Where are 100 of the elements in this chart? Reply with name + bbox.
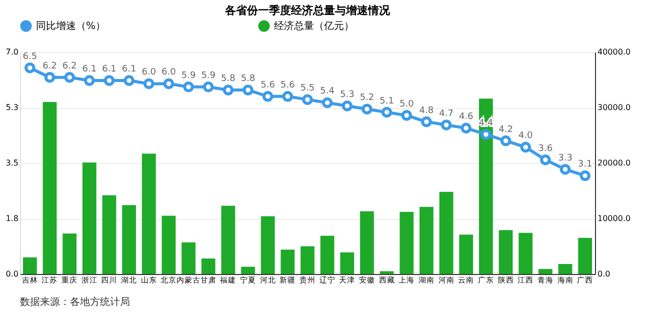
data-label: 3.6 xyxy=(538,144,553,154)
y2-tick-label: 20000.0 xyxy=(598,158,631,168)
data-label: 4.8 xyxy=(419,106,434,116)
data-label: 5.6 xyxy=(280,80,296,90)
bar xyxy=(241,266,255,274)
data-label: 4.4 xyxy=(478,118,494,128)
data-label: 3.3 xyxy=(558,153,572,164)
point xyxy=(262,91,274,102)
data-label: 5.6 xyxy=(260,80,276,90)
point xyxy=(500,135,512,146)
point xyxy=(84,75,95,86)
bar xyxy=(102,195,116,274)
point xyxy=(480,129,492,140)
y-tick-label: 0.0 xyxy=(6,270,18,278)
data-label: 6.2 xyxy=(62,61,77,72)
data-label: 6.1 xyxy=(102,64,116,75)
bar xyxy=(498,230,513,274)
y2-tick-label: 10000.0 xyxy=(598,214,631,223)
legend-label: 同比增速（%） xyxy=(36,20,106,32)
point xyxy=(44,72,56,83)
y-tick-label: 5.3 xyxy=(6,103,18,112)
point xyxy=(183,82,194,92)
data-label: 6.1 xyxy=(82,64,97,75)
data-label: 5.3 xyxy=(340,90,354,100)
data-label: 4.6 xyxy=(458,112,474,122)
bar xyxy=(558,264,572,274)
y-tick-label: 1.8 xyxy=(6,214,18,223)
bar xyxy=(518,232,533,274)
bar xyxy=(142,154,156,274)
data-label: 4.2 xyxy=(498,124,513,135)
bar xyxy=(122,205,136,274)
point xyxy=(322,97,333,108)
point xyxy=(560,164,571,175)
point xyxy=(282,91,294,102)
data-label: 5.0 xyxy=(399,99,414,110)
bar xyxy=(420,206,434,274)
point xyxy=(520,142,531,153)
point xyxy=(401,110,412,121)
y-tick-label: 3.5 xyxy=(6,158,18,168)
bar xyxy=(162,216,176,274)
data-label: 5.8 xyxy=(240,74,256,84)
bar xyxy=(400,212,414,274)
bar xyxy=(578,238,592,274)
y2-tick-label: 0.0 xyxy=(598,270,610,278)
point xyxy=(362,104,372,114)
point xyxy=(302,94,313,105)
point xyxy=(242,84,254,96)
bar xyxy=(42,102,57,274)
data-label: 5.2 xyxy=(360,93,374,104)
point xyxy=(381,106,392,118)
bar xyxy=(22,257,37,274)
bar xyxy=(538,269,552,274)
bar xyxy=(182,242,196,274)
data-label: 4.7 xyxy=(439,108,454,119)
data-label: 5.5 xyxy=(300,84,315,94)
bar xyxy=(62,233,77,274)
data-label: 6.1 xyxy=(122,64,136,75)
point xyxy=(163,78,174,90)
data-label: 6.0 xyxy=(162,68,176,78)
point xyxy=(440,120,452,130)
bar xyxy=(280,250,295,274)
bar xyxy=(320,236,334,274)
point xyxy=(580,170,590,182)
bar xyxy=(340,252,354,274)
bar xyxy=(360,211,374,274)
point xyxy=(24,62,36,74)
bar xyxy=(260,216,275,274)
point xyxy=(202,82,214,92)
legend-label: 经济总量（亿元） xyxy=(274,20,354,32)
point xyxy=(342,100,353,112)
chart-title: 各省份一季度经济总量与增速情况 xyxy=(224,4,391,17)
bar xyxy=(459,234,474,274)
point xyxy=(421,116,432,128)
point xyxy=(144,78,154,90)
bar xyxy=(479,98,493,274)
data-label: 3.1 xyxy=(578,160,592,170)
y2-tick-label: 40000.0 xyxy=(598,48,631,56)
point xyxy=(64,72,75,83)
data-label: 4.0 xyxy=(518,131,534,142)
data-label: 5.8 xyxy=(221,74,236,84)
point xyxy=(540,154,551,166)
y-tick-label: 7.0 xyxy=(6,48,18,56)
bar xyxy=(82,162,96,274)
bar xyxy=(300,246,314,274)
bar xyxy=(439,192,454,274)
data-label: 6.2 xyxy=(42,61,57,72)
bar xyxy=(221,206,236,274)
bar xyxy=(380,271,394,274)
data-label: 5.1 xyxy=(380,96,394,106)
point xyxy=(104,75,115,86)
point xyxy=(222,84,234,96)
data-label: 5.4 xyxy=(320,86,335,97)
point xyxy=(460,122,472,134)
source-note: 数据来源：各地方统计局 xyxy=(20,296,130,308)
data-label: 5.9 xyxy=(181,70,196,81)
point xyxy=(124,75,134,86)
y2-tick-label: 30000.0 xyxy=(598,103,631,112)
data-label: 6.5 xyxy=(22,52,38,62)
data-label: 5.9 xyxy=(201,70,216,81)
bar xyxy=(201,258,216,274)
